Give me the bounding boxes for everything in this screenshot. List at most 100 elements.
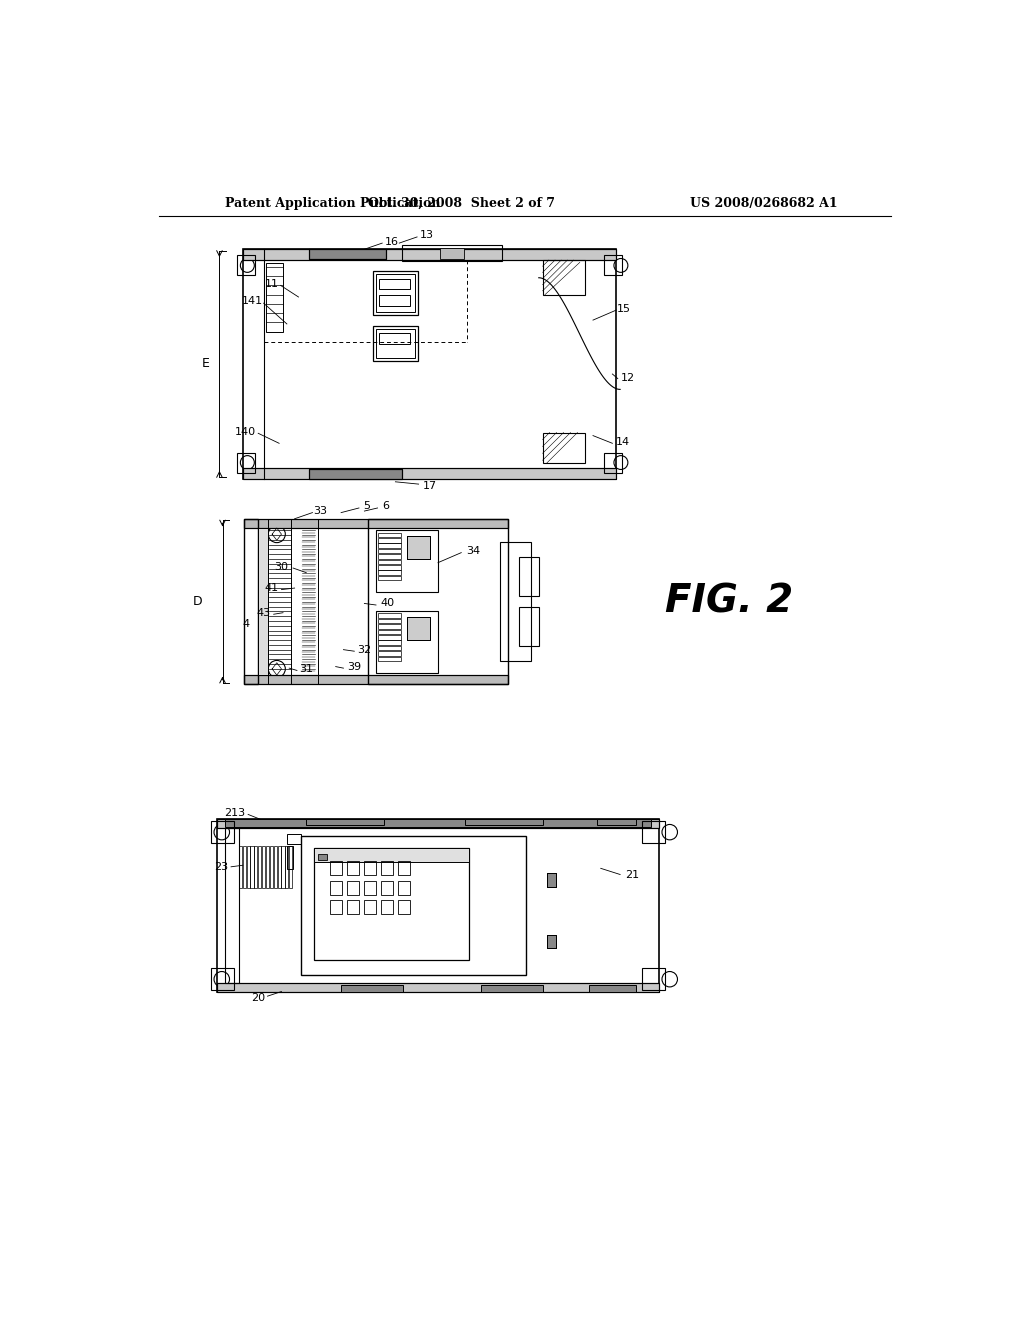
Bar [381,862,393,875]
Bar [378,624,400,628]
Bar [373,326,418,360]
Bar [346,880,359,895]
Bar [589,985,636,993]
Bar [597,818,636,825]
Text: 34: 34 [466,546,480,556]
Bar [308,470,401,479]
Bar [378,549,400,553]
Bar [270,846,273,888]
Bar [254,846,257,888]
Bar [378,544,400,548]
Bar [642,821,665,843]
Bar [379,296,410,306]
Bar [378,560,400,564]
Bar [289,846,292,888]
Text: 39: 39 [347,661,361,672]
Bar [243,846,246,888]
Bar [480,985,543,993]
Text: 43: 43 [257,607,270,618]
Bar [262,846,265,888]
Bar [397,900,410,913]
Text: 5: 5 [364,502,371,511]
Bar [273,846,276,888]
Bar [407,616,430,640]
Bar [407,616,430,640]
Bar [381,900,393,913]
Bar [286,846,289,888]
Bar [378,640,400,645]
Bar [217,818,658,829]
Bar [378,576,400,581]
Bar [306,818,384,825]
Bar [378,554,400,558]
Text: 41: 41 [264,583,279,593]
Bar [247,846,250,888]
Bar [330,900,342,913]
Text: 16: 16 [384,236,398,247]
Text: 11: 11 [264,279,279,289]
Bar [308,249,386,259]
Bar [237,256,255,276]
Bar [243,469,616,479]
Bar [217,818,658,993]
Bar [258,528,267,675]
Bar [378,565,400,570]
Bar [547,873,556,887]
Bar [397,862,410,875]
Bar [217,818,658,829]
Text: 20: 20 [251,993,265,1003]
Text: D: D [193,594,203,607]
Bar [314,849,469,960]
Bar [308,470,401,479]
Bar [266,846,269,888]
Bar [642,969,665,990]
Bar [225,818,651,826]
Bar [243,249,616,260]
Bar [258,528,267,675]
Bar [245,519,508,528]
Bar [547,935,556,949]
Bar [543,260,586,294]
Bar [330,880,342,895]
Bar [278,846,281,888]
Bar [376,611,438,673]
Bar [245,519,258,684]
Text: 23: 23 [214,862,228,871]
Bar [217,983,658,993]
Bar [379,333,410,345]
Bar [519,557,539,595]
Bar [282,846,285,888]
Bar [407,536,430,558]
Bar [500,541,531,661]
Bar [211,969,234,990]
Bar [378,532,400,537]
Bar [547,873,556,887]
Bar [243,249,616,260]
Text: 17: 17 [423,480,437,491]
Text: Oct. 30, 2008  Sheet 2 of 7: Oct. 30, 2008 Sheet 2 of 7 [368,197,555,210]
Text: 30: 30 [274,561,289,572]
Bar [251,846,254,888]
Bar [543,433,586,463]
Bar [440,248,464,259]
Bar [330,862,342,875]
Text: US 2008/0268682 A1: US 2008/0268682 A1 [690,197,838,210]
Bar [243,469,616,479]
Bar [379,279,410,289]
Bar [341,985,403,993]
Bar [381,880,393,895]
Bar [364,880,376,895]
Bar [378,630,400,635]
Bar [378,539,400,543]
Bar [369,519,508,684]
Bar [346,862,359,875]
Bar [245,519,508,528]
Bar [217,983,658,993]
Bar [308,249,386,259]
Bar [237,453,255,473]
Bar [314,849,469,862]
Bar [317,854,328,859]
Bar [346,900,359,913]
Bar [519,607,539,645]
Text: 140: 140 [236,426,256,437]
